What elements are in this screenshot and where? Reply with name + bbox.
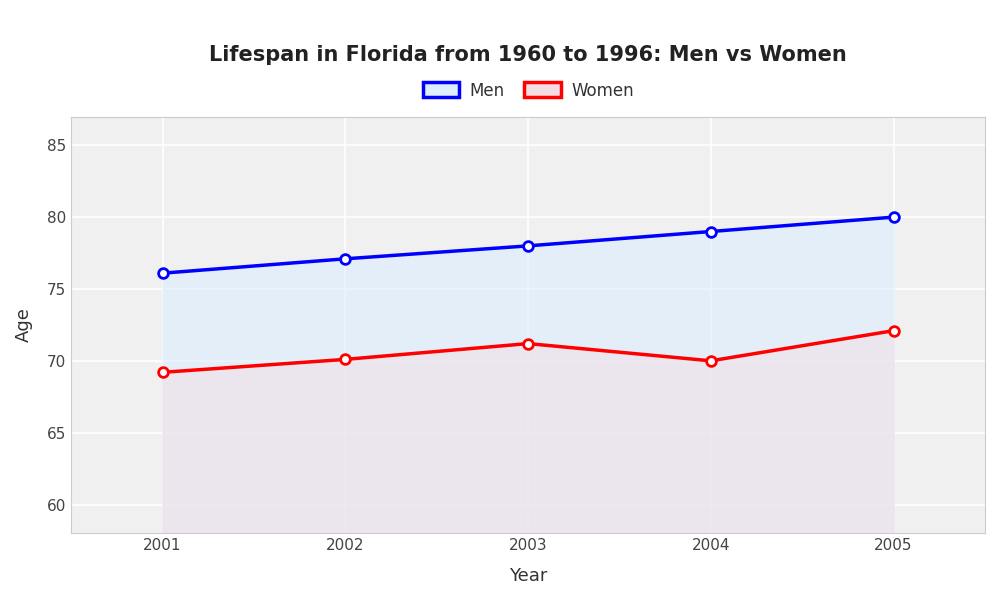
Y-axis label: Age: Age — [15, 307, 33, 343]
Title: Lifespan in Florida from 1960 to 1996: Men vs Women: Lifespan in Florida from 1960 to 1996: M… — [209, 45, 847, 65]
X-axis label: Year: Year — [509, 567, 547, 585]
Legend: Men, Women: Men, Women — [416, 75, 640, 106]
